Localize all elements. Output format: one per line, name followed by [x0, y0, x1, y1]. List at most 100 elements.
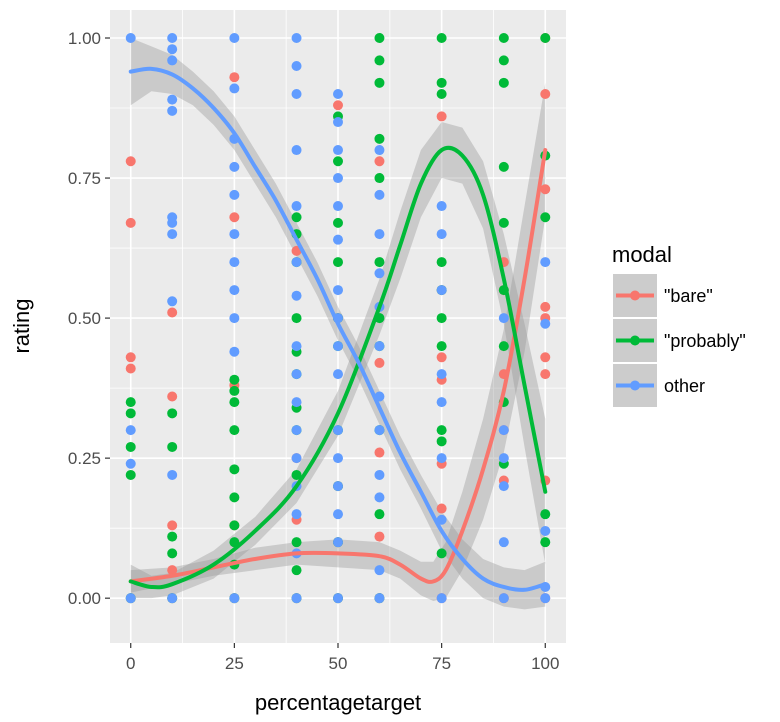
- data-point: [436, 111, 447, 122]
- data-point: [125, 33, 136, 44]
- data-point: [374, 357, 385, 368]
- data-point: [540, 509, 551, 520]
- data-point: [229, 397, 240, 408]
- data-point: [498, 481, 509, 492]
- data-point: [167, 548, 178, 559]
- data-point: [167, 307, 178, 318]
- data-point: [229, 520, 240, 531]
- y-tick-label: 0.25: [68, 449, 101, 468]
- data-point: [498, 313, 509, 324]
- data-point: [167, 593, 178, 604]
- data-point: [229, 257, 240, 268]
- data-point: [229, 492, 240, 503]
- data-point: [167, 33, 178, 44]
- data-point: [291, 341, 302, 352]
- data-point: [436, 397, 447, 408]
- data-point: [229, 464, 240, 475]
- data-point: [291, 290, 302, 301]
- data-point: [167, 94, 178, 105]
- data-point: [374, 565, 385, 576]
- data-point: [540, 318, 551, 329]
- data-point: [540, 212, 551, 223]
- data-point: [291, 425, 302, 436]
- data-point: [167, 296, 178, 307]
- data-point: [229, 385, 240, 396]
- data-point: [498, 453, 509, 464]
- data-point: [229, 346, 240, 357]
- data-point: [333, 257, 343, 268]
- data-point: [436, 425, 447, 436]
- data-point: [229, 593, 240, 604]
- data-point: [498, 33, 509, 44]
- legend: modal "bare" "probably" other: [612, 242, 746, 407]
- data-point: [374, 33, 385, 44]
- data-point: [291, 469, 302, 480]
- data-point: [374, 156, 385, 167]
- data-point: [436, 285, 447, 296]
- data-point: [167, 408, 178, 419]
- data-point: [167, 520, 178, 531]
- data-point: [333, 117, 343, 128]
- data-point: [167, 391, 178, 402]
- data-point: [436, 548, 447, 559]
- data-point: [436, 514, 447, 525]
- data-point: [125, 217, 136, 228]
- x-tick-label: 0: [126, 654, 135, 673]
- data-point: [540, 369, 551, 380]
- data-point: [540, 352, 551, 363]
- y-tick-label: 0.50: [68, 309, 101, 328]
- data-point: [374, 268, 385, 279]
- data-point: [540, 184, 551, 195]
- data-point: [374, 469, 385, 480]
- data-point: [291, 537, 302, 548]
- data-point: [374, 531, 385, 542]
- legend-label: other: [664, 376, 705, 396]
- data-point: [333, 156, 343, 167]
- data-point: [436, 89, 447, 100]
- data-point: [167, 217, 178, 228]
- legend-label: "probably": [664, 331, 746, 351]
- x-tick-label: 100: [531, 654, 559, 673]
- data-point: [436, 593, 447, 604]
- x-tick-label: 25: [225, 654, 244, 673]
- data-point: [540, 301, 551, 312]
- data-point: [540, 537, 551, 548]
- data-point: [436, 352, 447, 363]
- data-point: [498, 593, 509, 604]
- data-point: [229, 285, 240, 296]
- data-point: [229, 72, 240, 83]
- data-point: [291, 33, 302, 44]
- data-point: [229, 229, 240, 240]
- data-point: [291, 212, 302, 223]
- data-point: [229, 374, 240, 385]
- x-tick-label: 75: [432, 654, 451, 673]
- data-point: [167, 55, 178, 66]
- smooth-line: [128, 66, 548, 592]
- data-point: [125, 441, 136, 452]
- data-point: [374, 257, 385, 268]
- data-point: [333, 285, 343, 296]
- data-point: [498, 537, 509, 548]
- data-point: [498, 161, 509, 172]
- data-point: [291, 509, 302, 520]
- data-point: [333, 369, 343, 380]
- data-point: [229, 425, 240, 436]
- data-point: [374, 77, 385, 88]
- data-point: [333, 234, 343, 245]
- data-point: [167, 229, 178, 240]
- legend-key-point: [630, 290, 640, 301]
- data-point: [291, 145, 302, 156]
- data-point: [333, 481, 343, 492]
- data-point: [125, 156, 136, 167]
- legend-label: "bare": [664, 286, 713, 306]
- data-point: [333, 425, 343, 436]
- plot-panel: [110, 10, 566, 643]
- smooth-lines: [128, 66, 548, 592]
- data-point: [125, 469, 136, 480]
- data-point: [229, 83, 240, 94]
- data-point: [333, 509, 343, 520]
- data-point: [436, 436, 447, 447]
- data-point: [374, 447, 385, 458]
- data-point: [167, 469, 178, 480]
- data-point: [540, 89, 551, 100]
